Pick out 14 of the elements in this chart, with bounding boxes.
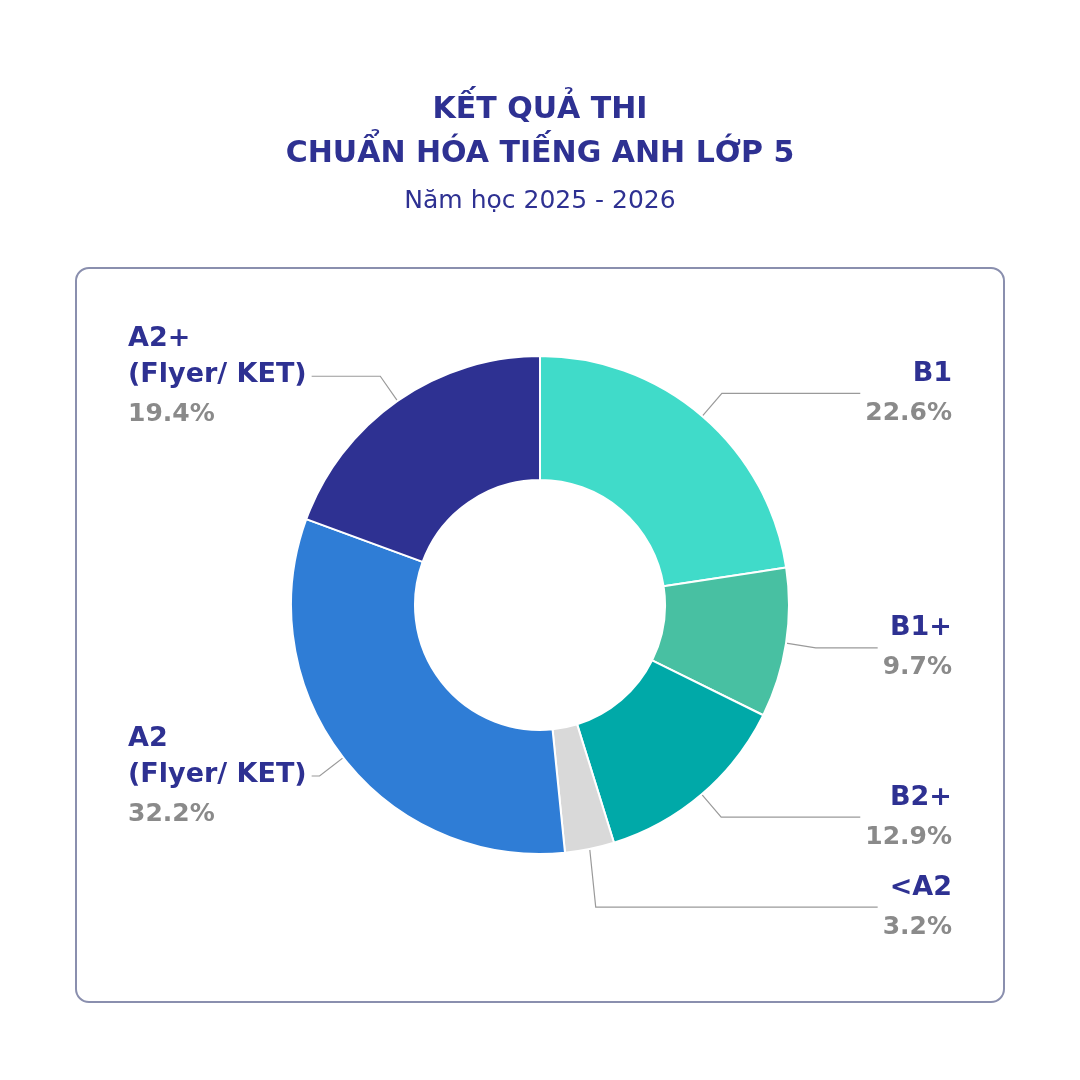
slice-label: <A2 <box>889 869 952 901</box>
slice-label: A2+ (Flyer/ KET) <box>128 320 307 388</box>
slice-label: B1+ <box>890 610 952 642</box>
chart-title: KẾT QUẢ THI CHUẨN HÓA TIẾNG ANH LỚP 5 <box>285 85 795 169</box>
slice-label: B1 <box>912 355 952 387</box>
data-label: 32.2% <box>128 797 215 827</box>
data-label: 22.6% <box>865 396 952 426</box>
data-label: 3.2% <box>882 910 952 940</box>
slice-label: A2 (Flyer/ KET) <box>128 720 307 788</box>
chart-subtitle: Năm học 2025 - 2026 <box>404 185 676 214</box>
data-label: 19.4% <box>128 397 215 427</box>
data-label: 9.7% <box>882 651 952 681</box>
data-label: 12.9% <box>865 820 952 850</box>
slice-label: B2+ <box>890 779 952 811</box>
